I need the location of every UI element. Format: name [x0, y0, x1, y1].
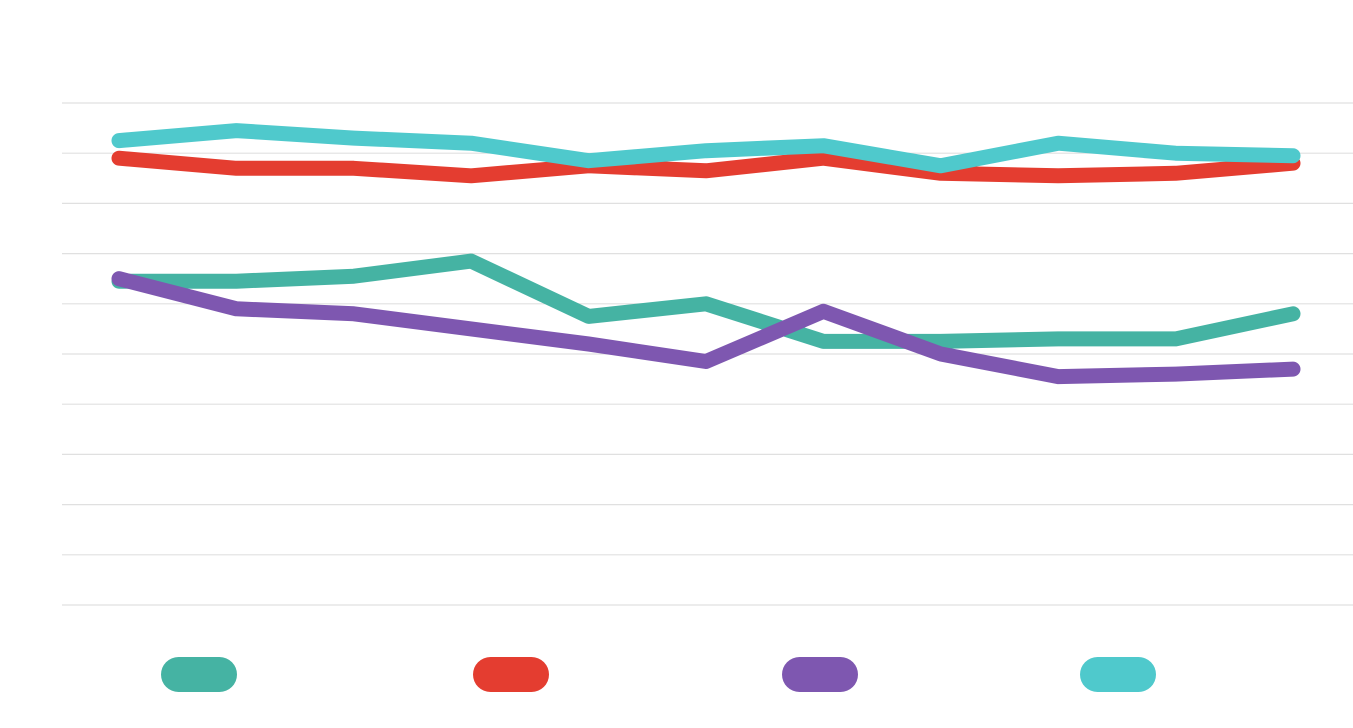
- legend-swatch-4: [1080, 657, 1156, 692]
- legend: [161, 657, 1156, 692]
- series-line-1: [111, 253, 1301, 349]
- series-line-3: [111, 271, 1301, 385]
- series-line-4: [111, 123, 1301, 174]
- series-line-2: [111, 150, 1301, 184]
- legend-swatch-3: [782, 657, 858, 692]
- series-lines: [111, 123, 1301, 385]
- legend-swatch-1: [161, 657, 237, 692]
- legend-swatch-2: [473, 657, 549, 692]
